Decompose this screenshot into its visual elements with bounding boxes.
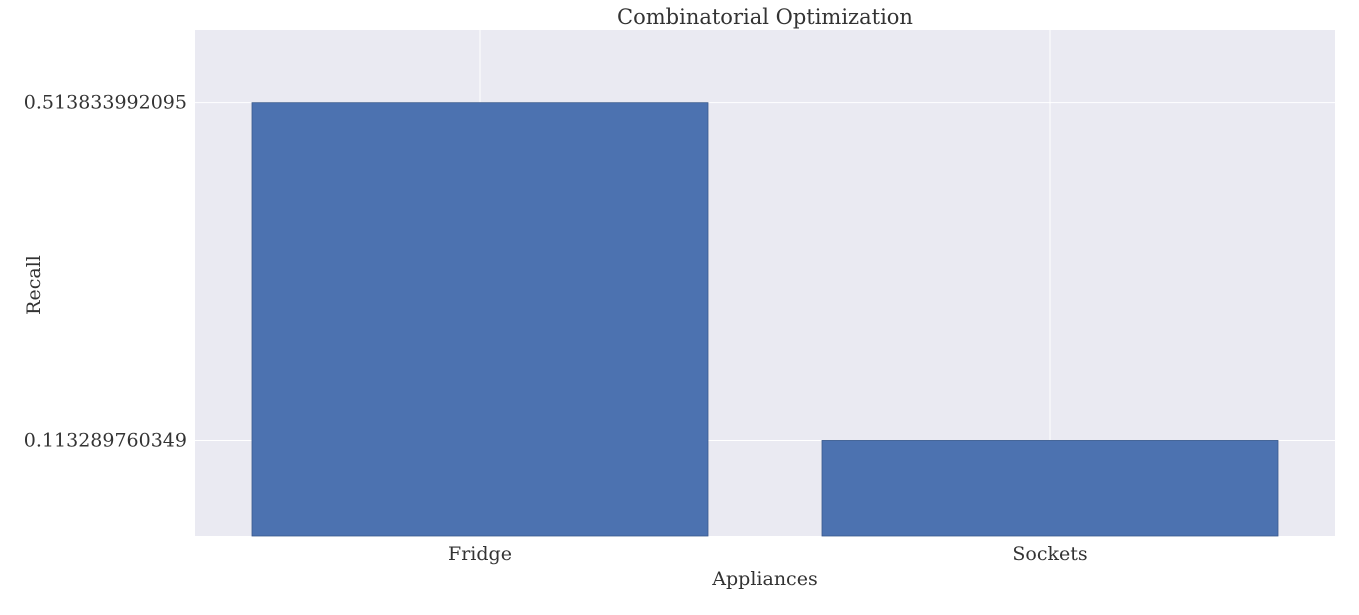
y-tick-label: 0.513833992095 bbox=[24, 92, 187, 114]
bar-sockets bbox=[821, 440, 1279, 537]
bars bbox=[251, 102, 1279, 537]
x-tick-label: Fridge bbox=[448, 543, 512, 565]
x-tick-labels: Fridge Sockets bbox=[448, 543, 1088, 565]
x-tick-label: Sockets bbox=[1012, 543, 1087, 565]
x-axis-label: Appliances bbox=[711, 568, 817, 590]
chart-title: Combinatorial Optimization bbox=[617, 5, 913, 29]
y-tick-label: 0.113289760349 bbox=[24, 429, 187, 451]
y-axis-label: Recall bbox=[23, 255, 45, 315]
bar-fridge bbox=[251, 102, 709, 537]
y-tick-labels: 0.513833992095 0.113289760349 bbox=[24, 92, 187, 452]
